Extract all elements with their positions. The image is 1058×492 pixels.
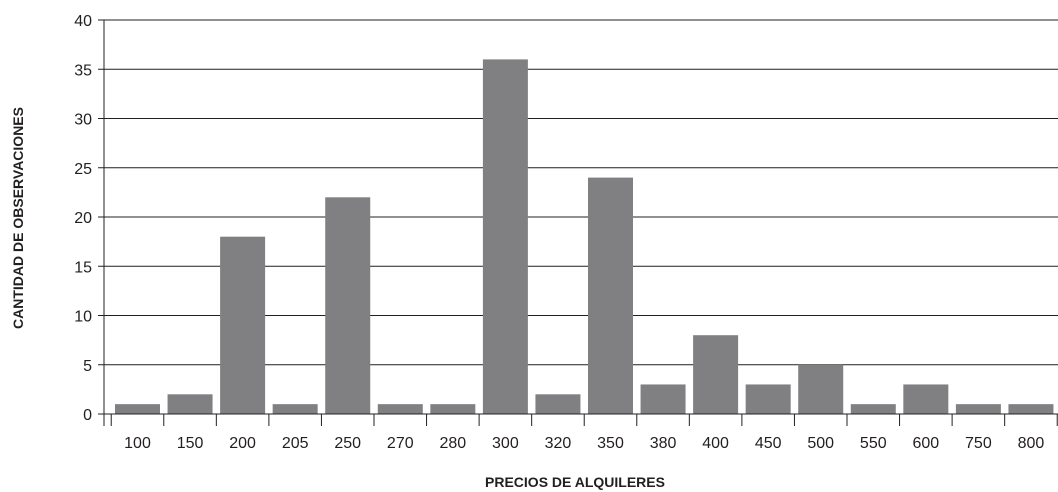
bar-200 (220, 236, 266, 414)
x-axis-title: PRECIOS DE ALQUILERES (485, 474, 665, 490)
x-tick-label: 270 (387, 435, 414, 452)
x-tick-label: 205 (282, 435, 309, 452)
bar-350 (588, 177, 633, 414)
bar-500 (798, 364, 844, 414)
y-tick-label: 30 (74, 112, 92, 129)
bar-320 (535, 394, 581, 414)
bar-205 (272, 404, 318, 414)
bar-270 (377, 404, 423, 414)
bar-600 (903, 384, 949, 414)
y-tick-label: 0 (83, 407, 92, 424)
y-tick-label: 35 (74, 62, 92, 79)
y-tick-label: 20 (74, 210, 92, 227)
x-tick-label: 100 (124, 435, 151, 452)
y-axis-title: CANTIDAD DE OBSERVACIONES (10, 107, 26, 329)
x-tick-label: 350 (597, 435, 624, 452)
x-tick-label: 450 (755, 435, 782, 452)
bar-250 (325, 197, 371, 414)
x-tick-label: 200 (229, 435, 256, 452)
bar-300 (482, 59, 528, 415)
bar-800 (1008, 404, 1054, 414)
bar-150 (167, 394, 213, 414)
bar-380 (640, 384, 686, 414)
x-tick-label: 150 (177, 435, 204, 452)
y-tick-label: 15 (74, 259, 92, 276)
bar-400 (693, 335, 739, 414)
axes (98, 19, 1058, 426)
x-tick-label: 750 (965, 435, 992, 452)
bar-450 (745, 384, 791, 414)
x-tick-label: 300 (492, 435, 519, 452)
x-tick-label: 250 (334, 435, 361, 452)
x-tick-label: 320 (545, 435, 572, 452)
x-tick-labels: 100 150 200 205 250 270 280 300 320 350 380 400 450 5… (124, 435, 1044, 452)
y-tick-label: 40 (74, 13, 92, 30)
x-tick-label: 400 (702, 435, 729, 452)
x-tick-label: 800 (1018, 435, 1045, 452)
y-tick-label: 25 (74, 161, 92, 178)
bar-750 (955, 404, 1001, 414)
y-tick-labels: 0 5 10 15 20 25 30 35 40 (74, 13, 92, 424)
x-tick-label: 550 (860, 435, 887, 452)
y-tick-label: 10 (74, 309, 92, 326)
bar-100 (115, 404, 160, 414)
x-tick-label: 500 (807, 435, 834, 452)
y-tick-label: 5 (83, 358, 92, 375)
bars (115, 59, 1054, 415)
bar-280 (430, 404, 476, 414)
x-tick-label: 600 (912, 435, 939, 452)
x-tick-label: 280 (439, 435, 466, 452)
bar-550 (850, 404, 896, 414)
x-tick-label: 380 (650, 435, 677, 452)
